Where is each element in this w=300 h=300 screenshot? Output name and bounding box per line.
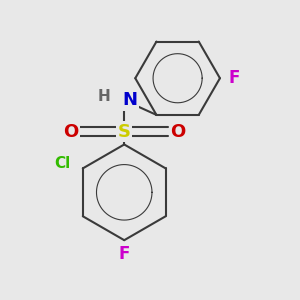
Text: F: F	[118, 245, 130, 263]
Text: Cl: Cl	[54, 157, 71, 172]
Text: O: O	[63, 123, 79, 141]
Text: O: O	[170, 123, 185, 141]
Text: F: F	[228, 69, 240, 87]
Text: S: S	[118, 123, 131, 141]
Text: N: N	[122, 91, 137, 109]
Text: H: H	[98, 89, 110, 104]
